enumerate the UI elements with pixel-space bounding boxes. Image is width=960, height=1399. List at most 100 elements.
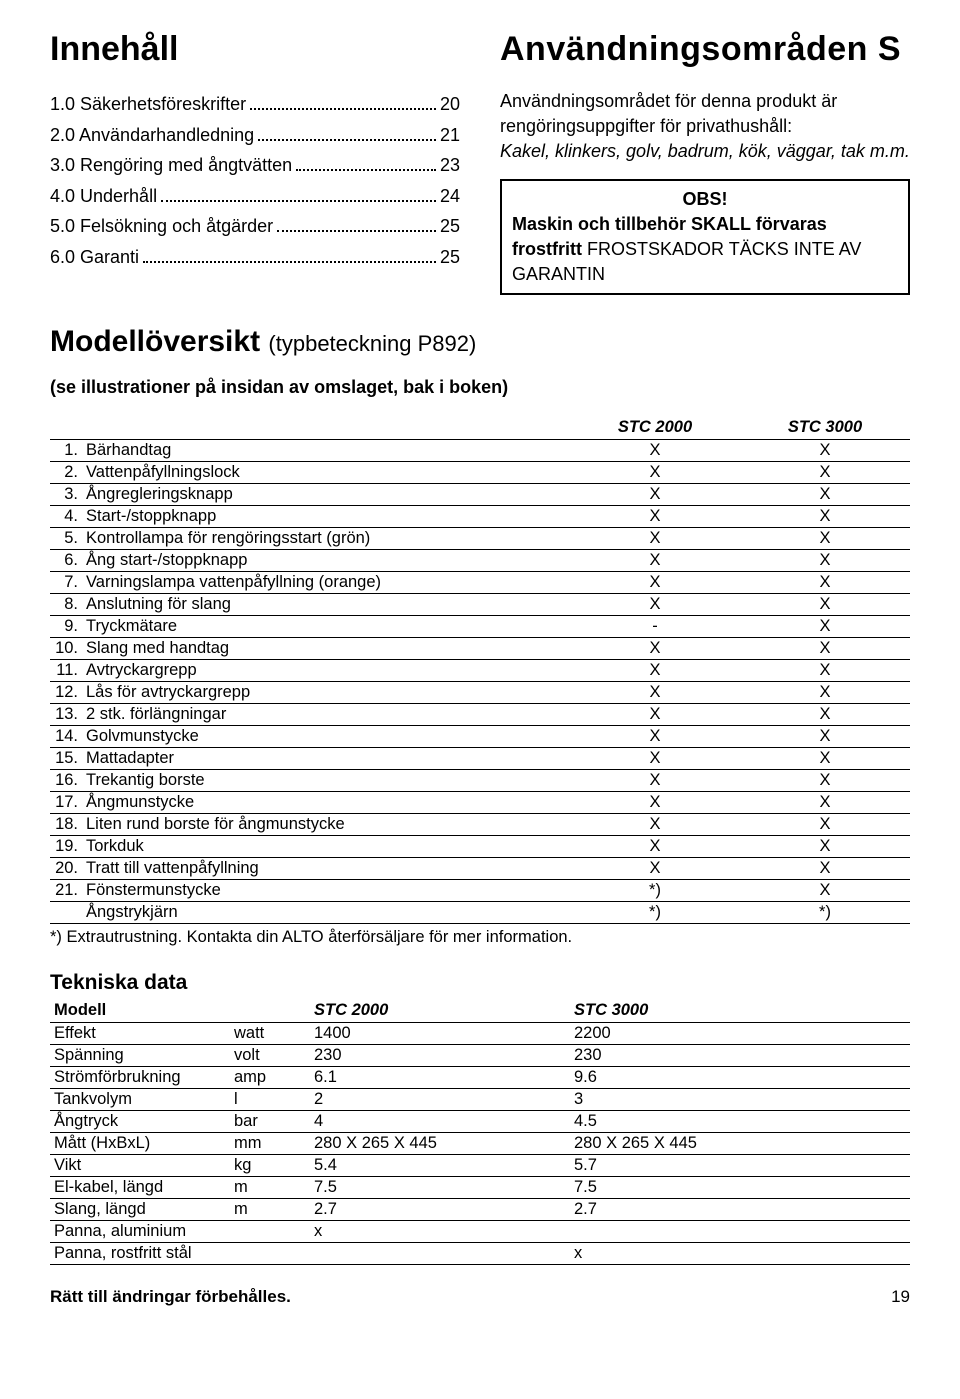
table-row: 8.Anslutning för slangXX xyxy=(50,594,910,616)
tech-row-name: El-kabel, längd xyxy=(50,1177,230,1199)
parts-row-name: Ång start-/stoppknapp xyxy=(80,550,570,572)
table-row: 17.ÅngmunstyckeXX xyxy=(50,792,910,814)
tech-row-name: Mått (HxBxL) xyxy=(50,1133,230,1155)
parts-row-stc2000: - xyxy=(570,616,740,638)
tech-table: Modell STC 2000 STC 3000 Effektwatt14002… xyxy=(50,999,910,1265)
parts-row-num: 4. xyxy=(50,506,80,528)
obs-box: OBS! Maskin och tillbehör SKALL förvaras… xyxy=(500,179,910,296)
rights-note: Rätt till ändringar förbehålles. xyxy=(50,1287,291,1307)
table-row: Mått (HxBxL)mm280 X 265 X 445280 X 265 X… xyxy=(50,1133,910,1155)
tech-row-stc2000: 4 xyxy=(310,1111,570,1133)
table-row: Viktkg5.45.7 xyxy=(50,1155,910,1177)
parts-row-stc3000: X xyxy=(740,484,910,506)
parts-row-stc2000: X xyxy=(570,550,740,572)
parts-row-stc2000: X xyxy=(570,506,740,528)
tech-head-stc3000: STC 3000 xyxy=(570,999,910,1023)
parts-row-stc3000: X xyxy=(740,880,910,902)
page-number: 19 xyxy=(891,1287,910,1307)
parts-row-stc3000: X xyxy=(740,704,910,726)
parts-row-stc2000: X xyxy=(570,462,740,484)
toc-dots xyxy=(143,250,436,263)
parts-row-stc3000: X xyxy=(740,550,910,572)
parts-row-num: 17. xyxy=(50,792,80,814)
parts-row-stc2000: X xyxy=(570,594,740,616)
parts-row-stc2000: X xyxy=(570,704,740,726)
tech-row-stc2000: 5.4 xyxy=(310,1155,570,1177)
tech-row-stc3000: 230 xyxy=(570,1045,910,1067)
toc-page: 23 xyxy=(440,150,460,181)
parts-row-stc2000: X xyxy=(570,528,740,550)
table-row: Slang, längdm2.72.7 xyxy=(50,1199,910,1221)
table-row: 3.ÅngregleringsknappXX xyxy=(50,484,910,506)
parts-row-stc3000: X xyxy=(740,462,910,484)
parts-row-num: 11. xyxy=(50,660,80,682)
parts-row-stc2000: *) xyxy=(570,880,740,902)
parts-row-num: 9. xyxy=(50,616,80,638)
toc-dots xyxy=(277,220,436,233)
parts-row-stc2000: X xyxy=(570,484,740,506)
parts-row-stc3000: X xyxy=(740,594,910,616)
toc-line: 2.0 Användarhandledning21 xyxy=(50,120,460,151)
parts-row-stc3000: X xyxy=(740,572,910,594)
overview-sub: (typbeteckning P892) xyxy=(268,331,476,356)
tech-row-stc2000: 7.5 xyxy=(310,1177,570,1199)
parts-row-name: Ångstrykjärn xyxy=(80,902,570,924)
tech-row-stc3000: 4.5 xyxy=(570,1111,910,1133)
tech-row-name: Strömförbrukning xyxy=(50,1067,230,1089)
toc-dots xyxy=(296,159,436,172)
table-row: Strömförbrukningamp6.19.6 xyxy=(50,1067,910,1089)
parts-row-name: Anslutning för slang xyxy=(80,594,570,616)
intro-line1: Användningsområdet för denna produkt är … xyxy=(500,91,837,136)
parts-row-stc3000: X xyxy=(740,660,910,682)
tech-row-unit: mm xyxy=(230,1133,310,1155)
table-row: 14.GolvmunstyckeXX xyxy=(50,726,910,748)
tech-head-unit xyxy=(230,999,310,1023)
tech-title: Tekniska data xyxy=(50,971,910,995)
parts-row-stc3000: *) xyxy=(740,902,910,924)
tech-row-name: Effekt xyxy=(50,1023,230,1045)
tech-row-stc3000: x xyxy=(570,1243,910,1265)
parts-row-stc2000: X xyxy=(570,682,740,704)
table-row: Spänningvolt230230 xyxy=(50,1045,910,1067)
toc-label: 3.0 Rengöring med ångtvätten xyxy=(50,150,292,181)
parts-row-name: Vattenpåfyllningslock xyxy=(80,462,570,484)
tech-row-stc2000 xyxy=(310,1243,570,1265)
tech-row-stc3000: 7.5 xyxy=(570,1177,910,1199)
table-row: Panna, rostfritt stålx xyxy=(50,1243,910,1265)
parts-row-stc3000: X xyxy=(740,836,910,858)
table-row: 12.Lås för avtryckargreppXX xyxy=(50,682,910,704)
toc-line: 3.0 Rengöring med ångtvätten 23 xyxy=(50,150,460,181)
tech-row-stc3000 xyxy=(570,1221,910,1243)
parts-row-num: 10. xyxy=(50,638,80,660)
table-row: 7.Varningslampa vattenpåfyllning (orange… xyxy=(50,572,910,594)
parts-row-name: Start-/stoppknapp xyxy=(80,506,570,528)
toc-page: 25 xyxy=(440,211,460,242)
toc-page: 25 xyxy=(440,242,460,273)
tech-row-unit: volt xyxy=(230,1045,310,1067)
parts-row-num: 19. xyxy=(50,836,80,858)
toc-title: Innehåll xyxy=(50,30,460,69)
parts-row-num: 2. xyxy=(50,462,80,484)
parts-row-name: Kontrollampa för rengöringsstart (grön) xyxy=(80,528,570,550)
tech-row-name: Vikt xyxy=(50,1155,230,1177)
parts-head-stc3000: STC 3000 xyxy=(740,416,910,440)
tech-row-unit: amp xyxy=(230,1067,310,1089)
parts-row-stc2000: X xyxy=(570,726,740,748)
parts-row-stc2000: X xyxy=(570,572,740,594)
parts-row-stc2000: X xyxy=(570,638,740,660)
parts-head-empty xyxy=(50,416,570,440)
tech-row-stc2000: 1400 xyxy=(310,1023,570,1045)
tech-row-stc3000: 9.6 xyxy=(570,1067,910,1089)
parts-row-num: 7. xyxy=(50,572,80,594)
parts-row-name: Mattadapter xyxy=(80,748,570,770)
tech-row-stc2000: x xyxy=(310,1221,570,1243)
parts-row-stc2000: X xyxy=(570,858,740,880)
parts-row-num: 3. xyxy=(50,484,80,506)
parts-row-num: 14. xyxy=(50,726,80,748)
tech-row-stc3000: 3 xyxy=(570,1089,910,1111)
toc-label: 1.0 Säkerhetsföreskrifter xyxy=(50,89,246,120)
intro-line2: Kakel, klinkers, golv, badrum, kök, vägg… xyxy=(500,141,910,161)
table-row: Tankvolyml23 xyxy=(50,1089,910,1111)
table-row: 9.Tryckmätare-X xyxy=(50,616,910,638)
parts-row-name: Tratt till vattenpåfyllning xyxy=(80,858,570,880)
